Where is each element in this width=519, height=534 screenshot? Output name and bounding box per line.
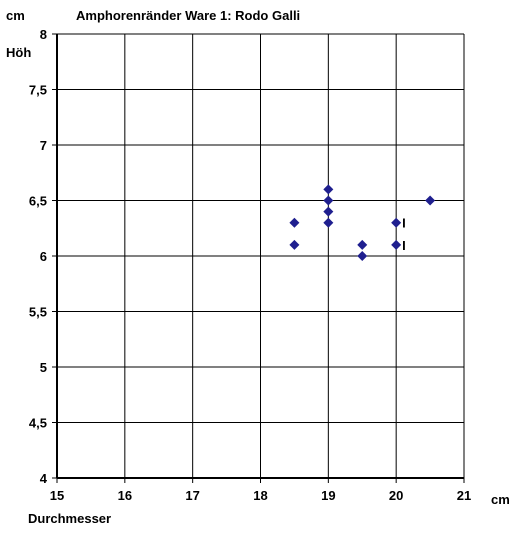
x-unit-label: cm [491, 492, 510, 507]
y-tick-label: 5 [40, 360, 47, 375]
point-annotation: I [402, 238, 406, 253]
x-tick-label: 15 [50, 488, 64, 503]
x-tick-label: 16 [118, 488, 132, 503]
axes [52, 33, 465, 483]
chart-title: Amphorenränder Ware 1: Rodo Galli [76, 8, 300, 23]
data-point [391, 217, 402, 228]
y-tick-label: 5,5 [29, 305, 47, 320]
y-tick-label: 8 [40, 27, 47, 42]
x-tick-label: 19 [321, 488, 335, 503]
data-point [323, 184, 334, 195]
y-tick-label: 7 [40, 138, 47, 153]
y-tick-label: 4 [40, 471, 48, 486]
data-point [323, 217, 334, 228]
x-axis-label: Durchmesser [28, 511, 111, 526]
y-axis-label: Höh [6, 45, 31, 60]
tick-labels: 15 16 17 18 19 20 21 4 4,5 5 5,5 6 6,5 7 7,5 8 [29, 27, 471, 503]
data-point [391, 239, 402, 250]
y-unit-label: cm [6, 8, 25, 23]
point-annotation: I [402, 216, 406, 231]
x-tick-label: 20 [389, 488, 403, 503]
data-point [289, 217, 300, 228]
data-point [425, 195, 436, 206]
data-point [323, 206, 334, 217]
data-points [289, 184, 436, 261]
data-point [357, 239, 368, 250]
x-tick-label: 18 [253, 488, 267, 503]
y-tick-label: 4,5 [29, 416, 47, 431]
y-tick-label: 6,5 [29, 194, 47, 209]
x-tick-label: 17 [185, 488, 199, 503]
data-point [289, 239, 300, 250]
x-tick-label: 21 [457, 488, 471, 503]
data-point [357, 251, 368, 261]
grid-lines [57, 33, 465, 478]
y-tick-label: 7,5 [29, 83, 47, 98]
data-point [323, 195, 334, 206]
annotations: II [402, 216, 406, 253]
y-tick-label: 6 [40, 249, 47, 264]
